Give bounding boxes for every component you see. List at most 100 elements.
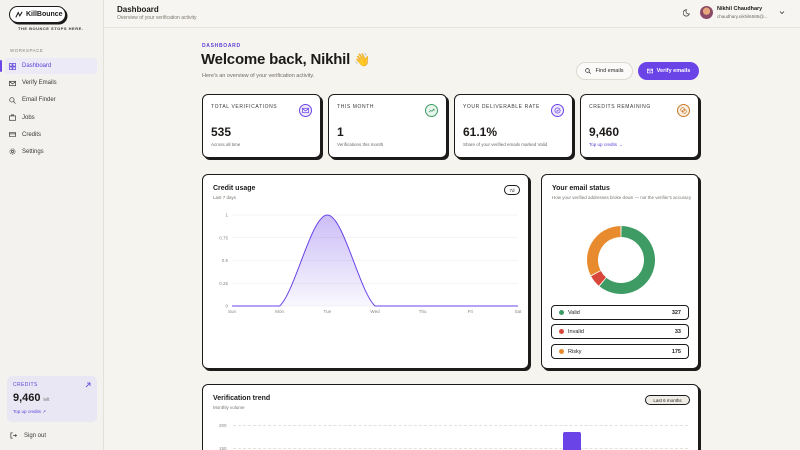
brand-name: KillBounce xyxy=(26,11,63,18)
wave-emoji: 👋 xyxy=(354,52,371,67)
stat-sub: Verifications this month xyxy=(337,142,384,147)
stat-value: 1 xyxy=(337,125,344,139)
sign-out-button[interactable]: Sign out xyxy=(10,432,46,439)
sidebar-item-settings[interactable]: Settings xyxy=(5,144,97,160)
sidebar-item-label: Dashboard xyxy=(22,63,52,69)
sidebar-credits-card: CREDITS 9,460 left Top up credits ↗ xyxy=(7,376,97,422)
page-subtitle: Overview of your verification activity xyxy=(117,15,197,21)
stat-label: YOUR DELIVERABLE RATE xyxy=(463,104,540,110)
gear-icon xyxy=(9,148,16,155)
y-tick-label: 150 xyxy=(219,446,227,450)
x-tick-label: Wed xyxy=(370,309,380,314)
donut-slice-risky xyxy=(587,226,621,276)
stat-label: THIS MONTH xyxy=(337,104,375,110)
check-circle-icon xyxy=(551,104,564,117)
y-tick-label: 200 xyxy=(219,423,227,428)
x-tick-label: Tue xyxy=(324,309,332,314)
range-selector[interactable]: Last 6 months xyxy=(645,395,690,405)
stat-value: 61.1% xyxy=(463,125,498,139)
y-tick-label: 1 xyxy=(225,213,228,218)
x-tick-label: Fri xyxy=(468,309,473,314)
stat-value: 9,460 xyxy=(589,125,620,139)
status-dot xyxy=(559,349,564,354)
find-emails-label: Find emails xyxy=(595,68,624,74)
sidebar-item-credits[interactable]: Credits xyxy=(5,127,97,143)
sign-out-icon xyxy=(10,432,17,439)
x-tick-label: Thu xyxy=(419,309,427,314)
status-count: 327 xyxy=(671,309,681,316)
coins-icon xyxy=(677,104,690,117)
eyebrow-label: DASHBOARD xyxy=(202,43,241,49)
x-tick-label: Sat xyxy=(515,309,523,314)
top-up-credits-link[interactable]: Top up credits ↗ xyxy=(13,409,47,414)
welcome-heading: Welcome back, Nikhil 👋 xyxy=(201,51,370,68)
sidebar-item-label: Credits xyxy=(22,131,42,138)
sidebar-item-dashboard[interactable]: Dashboard xyxy=(0,58,97,74)
panel-title: Verification trend xyxy=(213,395,271,402)
verification-trend-panel: Verification trend Monthly volume Last 6… xyxy=(202,384,699,450)
email-status-donut xyxy=(587,226,655,294)
status-label: Risky xyxy=(568,348,582,355)
grid-line xyxy=(233,425,688,426)
workspace-label: WORKSPACE xyxy=(10,48,44,53)
welcome-text: Welcome back, Nikhil xyxy=(201,51,351,68)
sidebar-item-email-finder[interactable]: Email Finder xyxy=(5,92,97,108)
status-label: Valid xyxy=(568,309,580,316)
usage-area xyxy=(232,215,518,306)
panel-title: Your email status xyxy=(552,185,610,192)
range-selector[interactable]: 7d xyxy=(504,185,520,195)
sidebar-item-jobs[interactable]: Jobs xyxy=(5,110,97,126)
y-tick-label: 0.5 xyxy=(222,258,229,263)
stat-label: CREDITS REMAINING xyxy=(589,104,651,110)
stat-sub: Share of your verified emails marked Val… xyxy=(463,142,548,147)
sidebar-item-label: Settings xyxy=(22,148,44,155)
stat-sub: Across all time xyxy=(211,142,241,147)
credits-value: 9,460 left xyxy=(13,392,91,404)
stat-card-total-verifications: TOTAL VERIFICATIONS 535 Across all time xyxy=(202,94,321,158)
brand-logo[interactable]: KillBounce xyxy=(9,6,66,23)
top-up-credits-link[interactable]: Top up credits → xyxy=(589,142,623,147)
credits-number: 9,460 xyxy=(13,392,41,404)
verify-emails-button[interactable]: Verify emails xyxy=(638,62,699,80)
stat-card-deliverable-rate: YOUR DELIVERABLE RATE 61.1% Share of you… xyxy=(454,94,573,158)
status-row-valid: Valid 327 xyxy=(551,305,689,320)
page-title: Dashboard xyxy=(117,5,159,14)
status-row-invalid: Invalid 33 xyxy=(551,324,689,339)
sidebar-item-verify-emails[interactable]: Verify Emails xyxy=(5,75,97,91)
find-emails-button[interactable]: Find emails xyxy=(576,62,633,80)
trend-bar xyxy=(563,432,581,450)
donut-slice-invalid xyxy=(591,271,606,286)
credit-usage-chart: 0 0.25 0.5 0.75 1 Sun Mon Tue Wed Thu Fri Sat xyxy=(219,213,523,315)
brand-tagline: THE BOUNCE STOPS HERE. xyxy=(18,26,84,31)
sidebar-item-label: Verify Emails xyxy=(22,80,57,87)
sidebar: KillBounce THE BOUNCE STOPS HERE. WORKSP… xyxy=(0,0,104,450)
credits-label: CREDITS xyxy=(13,382,38,388)
status-count: 33 xyxy=(674,328,681,335)
chevron-down-icon[interactable] xyxy=(779,10,785,15)
panel-subtitle: How your verified addresses broke down —… xyxy=(552,195,692,200)
status-label: Invalid xyxy=(568,328,584,335)
y-tick-label: 0.25 xyxy=(219,281,228,286)
donut-slice-valid xyxy=(599,226,655,294)
x-tick-label: Mon xyxy=(275,309,284,314)
moon-icon[interactable] xyxy=(683,8,692,17)
sparkle-icon xyxy=(85,382,91,388)
top-bar: Dashboard Overview of your verification … xyxy=(104,0,800,28)
user-name[interactable]: Nikhil Chaudhary xyxy=(717,6,763,12)
trend-up-icon xyxy=(425,104,438,117)
mail-icon xyxy=(646,68,653,74)
status-count: 175 xyxy=(671,348,681,355)
stat-card-credits-remaining: CREDITS REMAINING 9,460 Top up credits → xyxy=(580,94,699,158)
usage-line xyxy=(232,214,518,307)
avatar[interactable] xyxy=(700,6,713,19)
briefcase-icon xyxy=(9,114,16,121)
grid-line xyxy=(233,448,688,449)
stat-card-this-month: THIS MONTH 1 Verifications this month xyxy=(328,94,447,158)
y-tick-label: 0.75 xyxy=(219,235,228,240)
credits-unit: left xyxy=(43,397,50,402)
search-icon xyxy=(585,68,592,74)
x-tick-label: Sun xyxy=(228,309,237,314)
stat-value: 535 xyxy=(211,125,232,139)
sidebar-nav: Dashboard Verify Emails Email Finder Job… xyxy=(0,58,97,161)
search-icon xyxy=(9,97,16,104)
